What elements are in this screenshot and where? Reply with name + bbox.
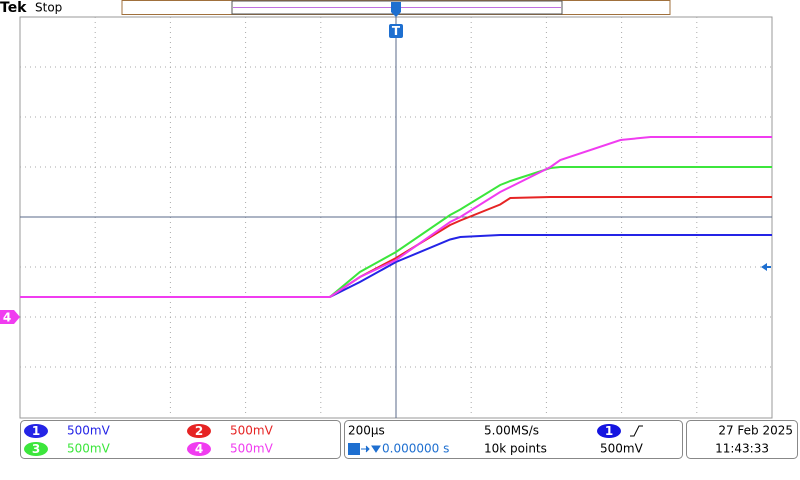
brand: Tek bbox=[0, 0, 27, 16]
channel-number: 3 bbox=[32, 442, 40, 456]
trace bbox=[20, 166, 772, 298]
channel-number: 1 bbox=[32, 424, 40, 438]
ch4-ground-marker bbox=[0, 310, 20, 324]
acq-status: Stop bbox=[35, 1, 62, 15]
trigger-position: 0.000000 s bbox=[382, 442, 449, 456]
ch4-ground-label: 4 bbox=[3, 311, 11, 325]
channel-badge bbox=[187, 442, 211, 456]
channel-number: 4 bbox=[195, 442, 203, 456]
channel-scale: 500mV bbox=[67, 424, 111, 438]
channel-scale: 500mV bbox=[67, 442, 111, 456]
channel-badge bbox=[187, 424, 211, 438]
channel-number: 2 bbox=[195, 424, 203, 438]
traces bbox=[20, 136, 772, 298]
channel-panel bbox=[20, 420, 341, 459]
trig-source-badge bbox=[597, 424, 621, 438]
trig-pos-icon bbox=[348, 443, 360, 455]
clock-panel bbox=[686, 420, 798, 459]
trigger-level-marker bbox=[761, 263, 771, 271]
trace bbox=[20, 234, 772, 298]
trigger-marker-box bbox=[389, 24, 403, 38]
trig-pos-arrow bbox=[361, 445, 381, 453]
trigger-marker: T bbox=[392, 24, 401, 38]
trigger-level: 500mV bbox=[600, 442, 644, 456]
trigger-pos-marker bbox=[391, 2, 401, 17]
time: 11:43:33 bbox=[715, 442, 769, 456]
record-length: 10k points bbox=[484, 442, 547, 456]
timebase: 200µs bbox=[348, 424, 385, 438]
trigger-source: 1 bbox=[605, 424, 613, 438]
trigger-slope bbox=[630, 425, 643, 437]
channel-badge bbox=[24, 442, 48, 456]
channel-scale: 500mV bbox=[230, 442, 274, 456]
sample-rate: 5.00MS/s bbox=[484, 424, 539, 438]
trace bbox=[20, 136, 772, 298]
channel-scale: 500mV bbox=[230, 424, 274, 438]
date: 27 Feb 2025 bbox=[718, 424, 793, 438]
channel-badge bbox=[24, 424, 48, 438]
